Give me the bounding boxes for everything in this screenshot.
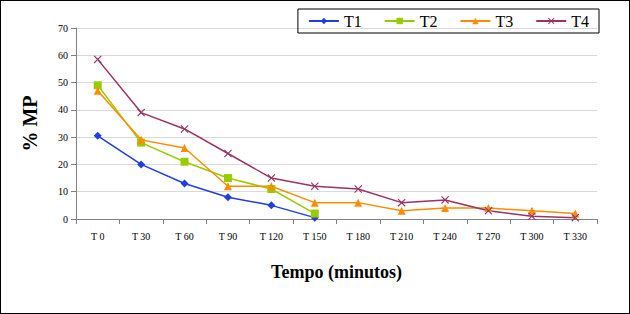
svg-text:40: 40 xyxy=(58,104,68,115)
svg-text:T3: T3 xyxy=(495,13,513,30)
svg-text:T4: T4 xyxy=(571,13,589,30)
svg-text:T 300: T 300 xyxy=(520,231,543,242)
svg-text:T 330: T 330 xyxy=(564,231,587,242)
svg-text:20: 20 xyxy=(58,159,68,170)
svg-text:T 180: T 180 xyxy=(346,231,369,242)
svg-text:T 60: T 60 xyxy=(175,231,193,242)
svg-text:T 0: T 0 xyxy=(91,231,104,242)
svg-text:T 30: T 30 xyxy=(132,231,150,242)
svg-text:T2: T2 xyxy=(420,13,438,30)
svg-text:0: 0 xyxy=(63,214,68,225)
svg-text:10: 10 xyxy=(58,186,68,197)
svg-text:T 270: T 270 xyxy=(477,231,500,242)
svg-text:T 150: T 150 xyxy=(303,231,326,242)
svg-text:T 210: T 210 xyxy=(390,231,413,242)
svg-text:T1: T1 xyxy=(344,13,362,30)
svg-text:% MP: % MP xyxy=(19,95,41,151)
svg-text:70: 70 xyxy=(58,23,68,34)
svg-text:60: 60 xyxy=(58,50,68,61)
svg-text:T 120: T 120 xyxy=(260,231,283,242)
svg-text:50: 50 xyxy=(58,77,68,88)
svg-text:T 240: T 240 xyxy=(433,231,456,242)
svg-text:30: 30 xyxy=(58,132,68,143)
svg-text:T 90: T 90 xyxy=(219,231,237,242)
svg-text:Tempo (minutos): Tempo (minutos) xyxy=(271,262,402,283)
